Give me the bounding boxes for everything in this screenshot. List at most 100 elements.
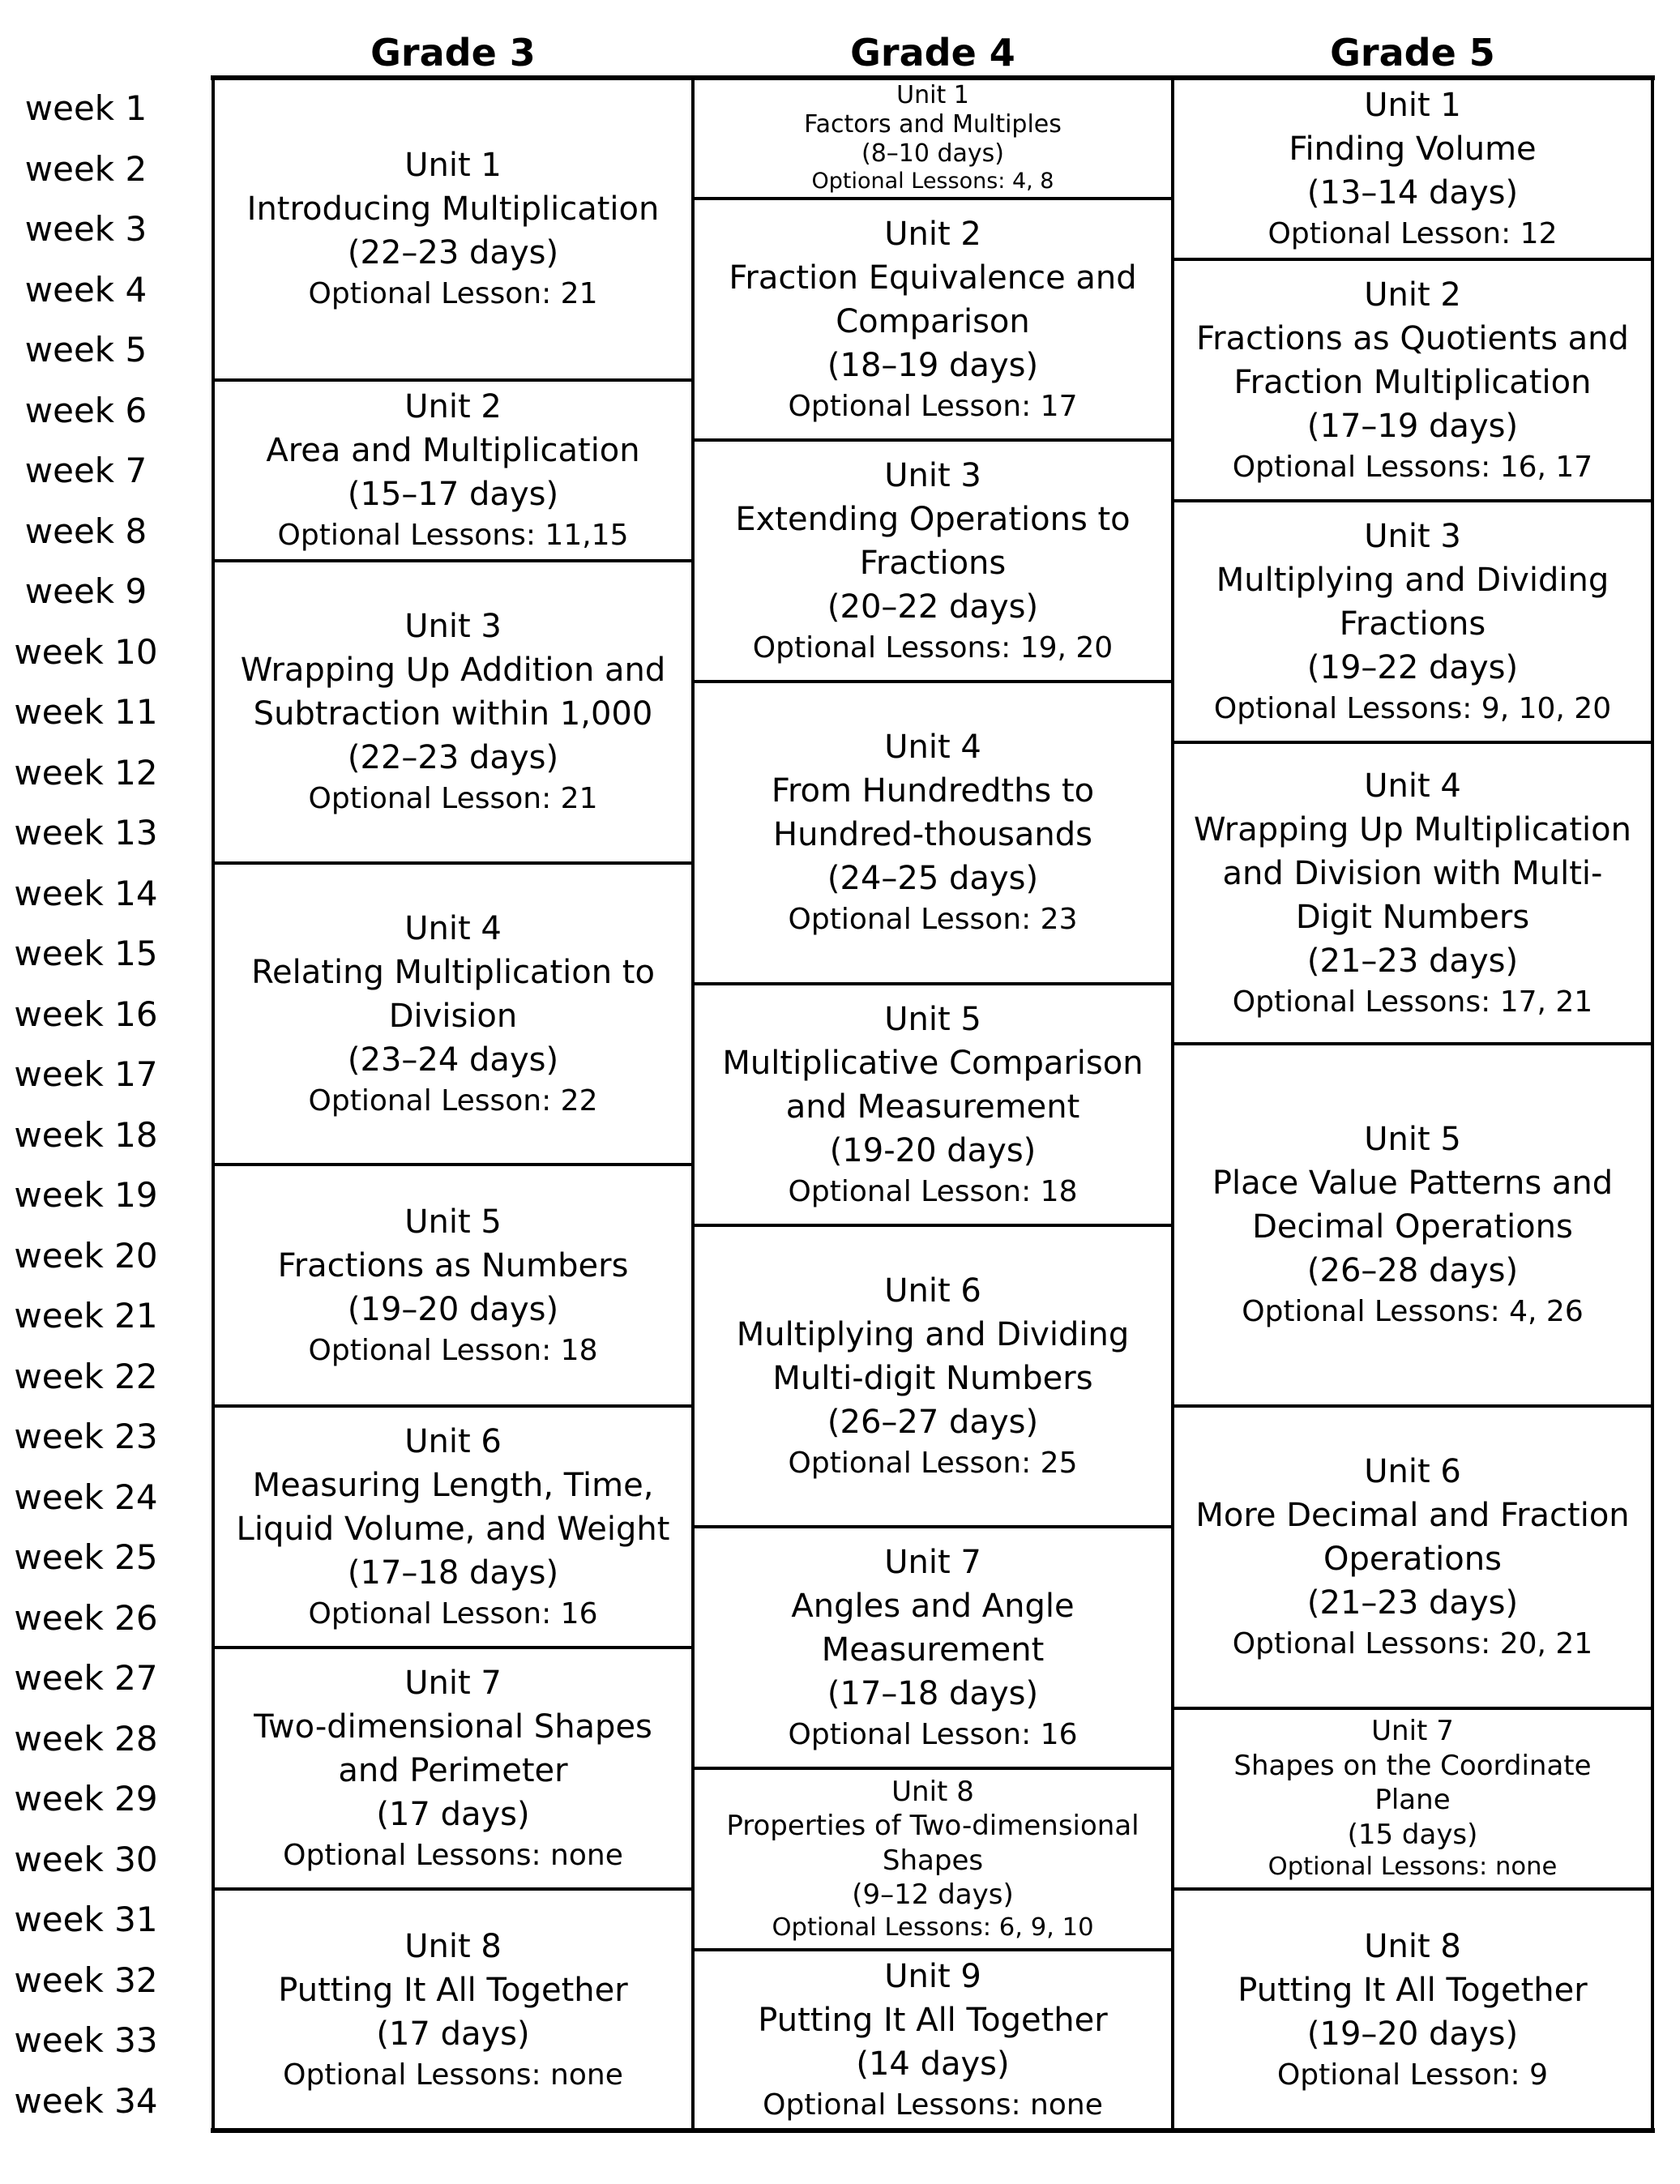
unit-separator-grade4	[693, 1767, 1173, 1770]
unit-days: (17 days)	[376, 2015, 530, 2053]
unit-name: Relating Multiplication to Division	[251, 953, 655, 1035]
unit-separator-grade3	[213, 861, 693, 865]
unit-separator-grade5	[1173, 1707, 1652, 1710]
unit-name: Area and Multiplication	[266, 432, 640, 470]
unit-number: Unit 6	[1364, 1453, 1461, 1491]
unit-cell-grade3-unit4: Unit 4 Relating Multiplication to Divisio…	[218, 865, 688, 1162]
week-label-14: week 14	[14, 873, 158, 913]
week-label-4: week 4	[24, 269, 147, 310]
unit-days: (26–27 days)	[827, 1403, 1039, 1441]
unit-optional-lessons: Optional Lesson: 17	[788, 389, 1078, 423]
unit-optional-lessons: Optional Lessons: 19, 20	[752, 630, 1114, 665]
unit-days: (14 days)	[856, 2045, 1010, 2084]
unit-cell-grade5-unit5: Unit 5 Place Value Patterns and Decimal O…	[1178, 1046, 1648, 1404]
week-label-23: week 23	[14, 1416, 158, 1456]
unit-days: (22–23 days)	[347, 234, 559, 272]
unit-separator-grade4	[693, 1948, 1173, 1951]
week-label-28: week 28	[14, 1718, 158, 1759]
week-label-31: week 31	[14, 1899, 158, 1939]
unit-cell-grade5-unit6: Unit 6 More Decimal and Fraction Operatio…	[1178, 1408, 1648, 1706]
week-label-22: week 22	[14, 1356, 158, 1396]
week-label-20: week 20	[14, 1235, 158, 1276]
unit-optional-lessons: Optional Lessons: none	[1267, 1853, 1558, 1882]
unit-name: Properties of Two-dimensional Shapes	[726, 1810, 1139, 1877]
unit-name: Wrapping Up Multiplication and Division …	[1194, 810, 1631, 936]
unit-separator-grade5	[1173, 1887, 1652, 1891]
unit-cell-grade3-unit5: Unit 5 Fractions as Numbers (19–20 days) Op…	[218, 1167, 688, 1404]
week-label-18: week 18	[14, 1114, 158, 1155]
unit-optional-lessons: Optional Lessons: 16, 17	[1232, 450, 1593, 484]
unit-days: (19–20 days)	[347, 1290, 559, 1328]
unit-separator-grade4	[693, 1224, 1173, 1227]
week-label-5: week 5	[24, 329, 147, 370]
unit-name: Finding Volume	[1289, 130, 1537, 168]
unit-optional-lessons: Optional Lessons: none	[283, 2058, 623, 2092]
week-label-25: week 25	[14, 1536, 158, 1577]
unit-number: Unit 8	[404, 1927, 502, 1965]
unit-days: (13–14 days)	[1306, 173, 1519, 212]
unit-number: Unit 1	[896, 81, 969, 110]
grade-header-5: Grade 5	[1330, 31, 1495, 75]
grade-header-3: Grade 3	[370, 31, 536, 75]
week-label-33: week 33	[14, 2019, 158, 2060]
week-label-11: week 11	[14, 691, 158, 732]
unit-days: (17 days)	[376, 1795, 530, 1833]
unit-name: From Hundredths to Hundred-thousands	[771, 772, 1095, 854]
unit-optional-lessons: Optional Lesson: 18	[308, 1333, 598, 1367]
unit-number: Unit 4	[404, 909, 502, 947]
unit-days: (22–23 days)	[347, 739, 559, 777]
unit-optional-lessons: Optional Lessons: 17, 21	[1232, 985, 1593, 1019]
week-label-8: week 8	[24, 511, 147, 551]
unit-cell-grade4-unit7: Unit 7 Angles and Angle Measurement (17–18…	[698, 1529, 1168, 1766]
unit-days: (23–24 days)	[347, 1041, 559, 1079]
unit-name: Measuring Length, Time, Liquid Volume, a…	[236, 1466, 670, 1548]
unit-separator-grade3	[213, 1887, 693, 1891]
unit-cell-grade4-unit3: Unit 3 Extending Operations to Fractions (…	[698, 442, 1168, 679]
unit-cell-grade4-unit5: Unit 5 Multiplicative Comparison and Meas…	[698, 986, 1168, 1223]
unit-days: (8–10 days)	[861, 139, 1004, 169]
unit-number: Unit 6	[404, 1422, 502, 1460]
unit-number: Unit 2	[884, 215, 981, 253]
week-label-10: week 10	[14, 631, 158, 672]
unit-optional-lessons: Optional Lessons: none	[763, 2088, 1103, 2122]
unit-separator-grade3	[213, 378, 693, 382]
week-label-12: week 12	[14, 752, 158, 793]
unit-name: Shapes on the Coordinate Plane	[1233, 1749, 1592, 1817]
unit-separator-grade3	[213, 1163, 693, 1166]
unit-cell-grade5-unit2: Unit 2 Fractions as Quotients and Fractio…	[1178, 262, 1648, 498]
unit-number: Unit 3	[884, 456, 981, 494]
week-label-27: week 27	[14, 1657, 158, 1698]
unit-separator-grade4	[693, 197, 1173, 200]
unit-number: Unit 6	[884, 1272, 981, 1310]
unit-days: (17–18 days)	[827, 1674, 1039, 1712]
unit-number: Unit 4	[1364, 767, 1461, 805]
unit-number: Unit 2	[404, 388, 502, 426]
unit-separator-grade5	[1173, 499, 1652, 502]
unit-days: (17–19 days)	[1306, 407, 1519, 445]
unit-optional-lessons: Optional Lesson: 23	[788, 903, 1078, 937]
unit-days: (24–25 days)	[827, 860, 1039, 898]
unit-name: Introducing Multiplication	[246, 190, 660, 229]
unit-separator-grade5	[1173, 258, 1652, 261]
unit-name: Fractions as Quotients and Fraction Mult…	[1196, 319, 1629, 401]
week-label-6: week 6	[24, 390, 147, 430]
unit-optional-lessons: Optional Lessons: 20, 21	[1232, 1627, 1593, 1661]
unit-number: Unit 5	[404, 1203, 502, 1241]
unit-number: Unit 7	[404, 1664, 502, 1702]
week-label-30: week 30	[14, 1839, 158, 1879]
unit-cell-grade4-unit4: Unit 4 From Hundredths to Hundred-thousan…	[698, 684, 1168, 981]
unit-optional-lessons: Optional Lesson: 22	[308, 1083, 598, 1118]
unit-optional-lessons: Optional Lesson: 16	[788, 1717, 1078, 1751]
week-label-29: week 29	[14, 1778, 158, 1819]
unit-name: Putting It All Together	[758, 2002, 1108, 2040]
unit-optional-lessons: Optional Lesson: 12	[1267, 216, 1558, 250]
unit-days: (18–19 days)	[827, 346, 1039, 384]
week-label-19: week 19	[14, 1174, 158, 1215]
table-top-border	[211, 75, 1655, 80]
unit-days: (19–20 days)	[1306, 2015, 1519, 2053]
week-label-21: week 21	[14, 1295, 158, 1336]
unit-name: Multiplying and Dividing Multi-digit Num…	[736, 1315, 1130, 1397]
unit-cell-grade5-unit8: Unit 8 Putting It All Together (19–20 days…	[1178, 1891, 1648, 2128]
unit-optional-lessons: Optional Lessons: 4, 26	[1242, 1295, 1584, 1329]
